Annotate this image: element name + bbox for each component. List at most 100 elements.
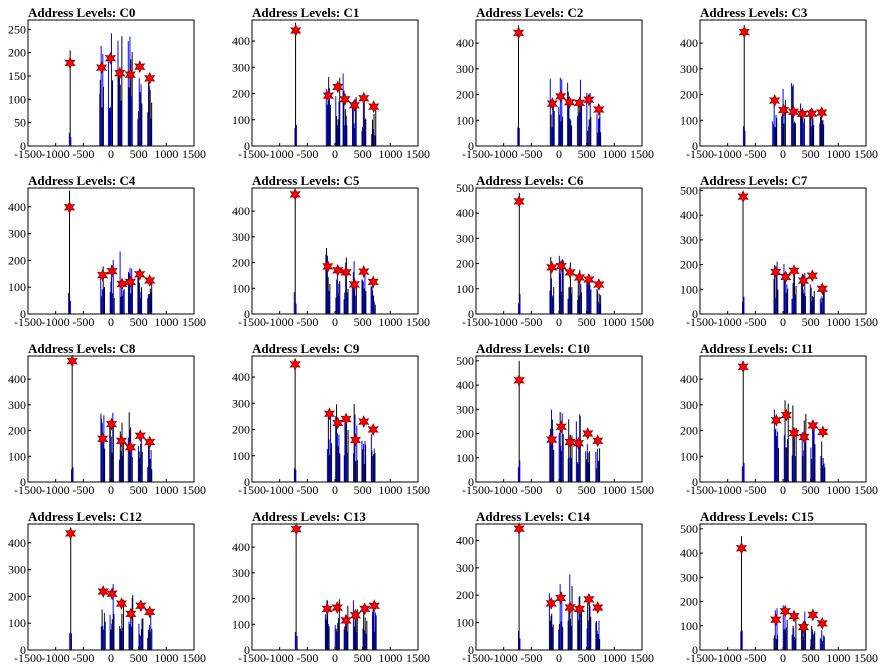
- x-tick-label: -500: [72, 147, 94, 161]
- chart-panel: Address Levels: C1 0 100 200 300 400 -1500 -100…: [224, 0, 448, 168]
- level-marker: [816, 106, 828, 120]
- y-tick-label: 100: [8, 449, 26, 463]
- x-tick-label: -1500: [686, 315, 714, 329]
- level-marker: [798, 430, 810, 444]
- y-tick-label: 300: [232, 60, 250, 74]
- x-tick-label: 0: [108, 315, 114, 329]
- y-tick-label: 100: [680, 619, 698, 633]
- x-tick-label: -1000: [266, 315, 294, 329]
- level-marker: [348, 98, 360, 112]
- y-tick-label: 400: [8, 200, 26, 214]
- y-tick-label: 200: [680, 595, 698, 609]
- x-tick-label: -1500: [14, 315, 42, 329]
- x-tick-label: 1000: [154, 651, 178, 665]
- level-marker: [564, 435, 576, 449]
- level-marker: [770, 613, 782, 627]
- y-tick-label: 400: [456, 206, 474, 220]
- chart-title: Address Levels: C7: [700, 173, 808, 188]
- x-tick-label: -1500: [462, 147, 490, 161]
- x-tick-label: 0: [556, 147, 562, 161]
- y-tick-label: 500: [680, 522, 698, 536]
- y-tick-label: 0: [468, 643, 474, 657]
- level-marker: [66, 354, 78, 368]
- x-tick-label: -1000: [42, 315, 70, 329]
- y-tick-label: 100: [680, 449, 698, 463]
- chart-panel: Address Levels: C8 0 100 200 300 400 -1500 -100…: [0, 336, 224, 504]
- level-marker: [816, 616, 828, 630]
- y-tick-label: 100: [8, 92, 26, 106]
- y-tick-label: 400: [456, 36, 474, 50]
- x-tick-label: 0: [332, 651, 338, 665]
- x-tick-label: 1500: [406, 147, 430, 161]
- level-marker: [779, 604, 791, 618]
- x-tick-label: 500: [130, 651, 148, 665]
- chart-title: Address Levels: C5: [252, 173, 360, 188]
- y-tick-label: 150: [8, 69, 26, 83]
- level-marker: [777, 103, 790, 117]
- chart-svg: Address Levels: C10 0 100 200 300 400 500 -1500…: [456, 341, 654, 497]
- x-tick-label: 0: [108, 483, 114, 497]
- y-tick-label: 300: [680, 62, 698, 76]
- level-marker: [322, 89, 334, 103]
- x-tick-label: 1000: [602, 147, 626, 161]
- chart-svg: Address Levels: C5 0 100 200 300 400 -1500 -100…: [232, 173, 430, 329]
- y-tick-label: 300: [680, 398, 698, 412]
- level-marker: [737, 190, 749, 204]
- level-marker: [546, 97, 558, 111]
- x-tick-label: -500: [520, 483, 542, 497]
- y-tick-label: 400: [8, 372, 26, 386]
- chart-title: Address Levels: C4: [28, 173, 136, 188]
- chart-title: Address Levels: C11: [700, 341, 813, 356]
- x-tick-label: -1500: [462, 483, 490, 497]
- level-marker: [289, 357, 301, 371]
- y-tick-label: 300: [8, 563, 26, 577]
- y-tick-label: 100: [680, 113, 698, 127]
- x-tick-label: 0: [108, 147, 114, 161]
- level-marker: [323, 407, 336, 421]
- level-marker: [349, 608, 362, 622]
- chart-svg: Address Levels: C13 0 100 200 300 400 -1500 -10…: [232, 509, 430, 665]
- level-marker: [583, 592, 595, 606]
- level-marker: [339, 92, 351, 106]
- y-tick-label: 100: [680, 282, 698, 296]
- level-marker: [583, 93, 595, 107]
- level-marker: [546, 433, 558, 447]
- level-marker: [144, 605, 156, 619]
- y-tick-label: 200: [232, 592, 250, 606]
- level-marker: [340, 412, 352, 426]
- level-marker: [797, 620, 810, 634]
- chart-title: Address Levels: C6: [476, 173, 584, 188]
- level-marker: [788, 609, 800, 623]
- x-tick-label: -1500: [238, 147, 266, 161]
- level-marker: [513, 194, 525, 208]
- plot-frame: [251, 355, 419, 483]
- level-marker: [331, 601, 343, 615]
- level-marker: [545, 596, 557, 610]
- level-marker: [780, 270, 792, 284]
- chart-svg: Address Levels: C11 0 100 200 300 400 -1500 -10…: [680, 341, 878, 497]
- y-tick-label: 100: [8, 616, 26, 630]
- chart-panel: Address Levels: C4 0 100 200 300 400 -1500 -100…: [0, 168, 224, 336]
- x-tick-label: -1000: [266, 483, 294, 497]
- level-marker: [573, 602, 586, 616]
- x-tick-label: 1000: [378, 147, 402, 161]
- chart-svg: Address Levels: C12 0 100 200 300 400 -1500 -10…: [8, 509, 206, 665]
- y-tick-label: 300: [456, 402, 474, 416]
- y-tick-label: 100: [232, 449, 250, 463]
- level-marker: [593, 103, 605, 116]
- y-tick-label: 300: [8, 398, 26, 412]
- chart-panel: Address Levels: C3 0 100 200 300 400 -1500 -100…: [672, 0, 896, 168]
- level-marker: [513, 522, 525, 536]
- x-tick-label: 1500: [854, 315, 878, 329]
- level-marker: [555, 591, 567, 605]
- x-tick-label: -500: [72, 651, 94, 665]
- y-tick-label: 200: [232, 256, 250, 270]
- plot-frame: [699, 187, 867, 315]
- level-marker: [788, 264, 800, 278]
- x-tick-label: 1000: [154, 483, 178, 497]
- y-tick-label: 400: [232, 370, 250, 384]
- level-marker: [807, 418, 819, 432]
- x-tick-label: -500: [744, 315, 766, 329]
- x-tick-label: 500: [354, 483, 372, 497]
- x-tick-label: 0: [780, 651, 786, 665]
